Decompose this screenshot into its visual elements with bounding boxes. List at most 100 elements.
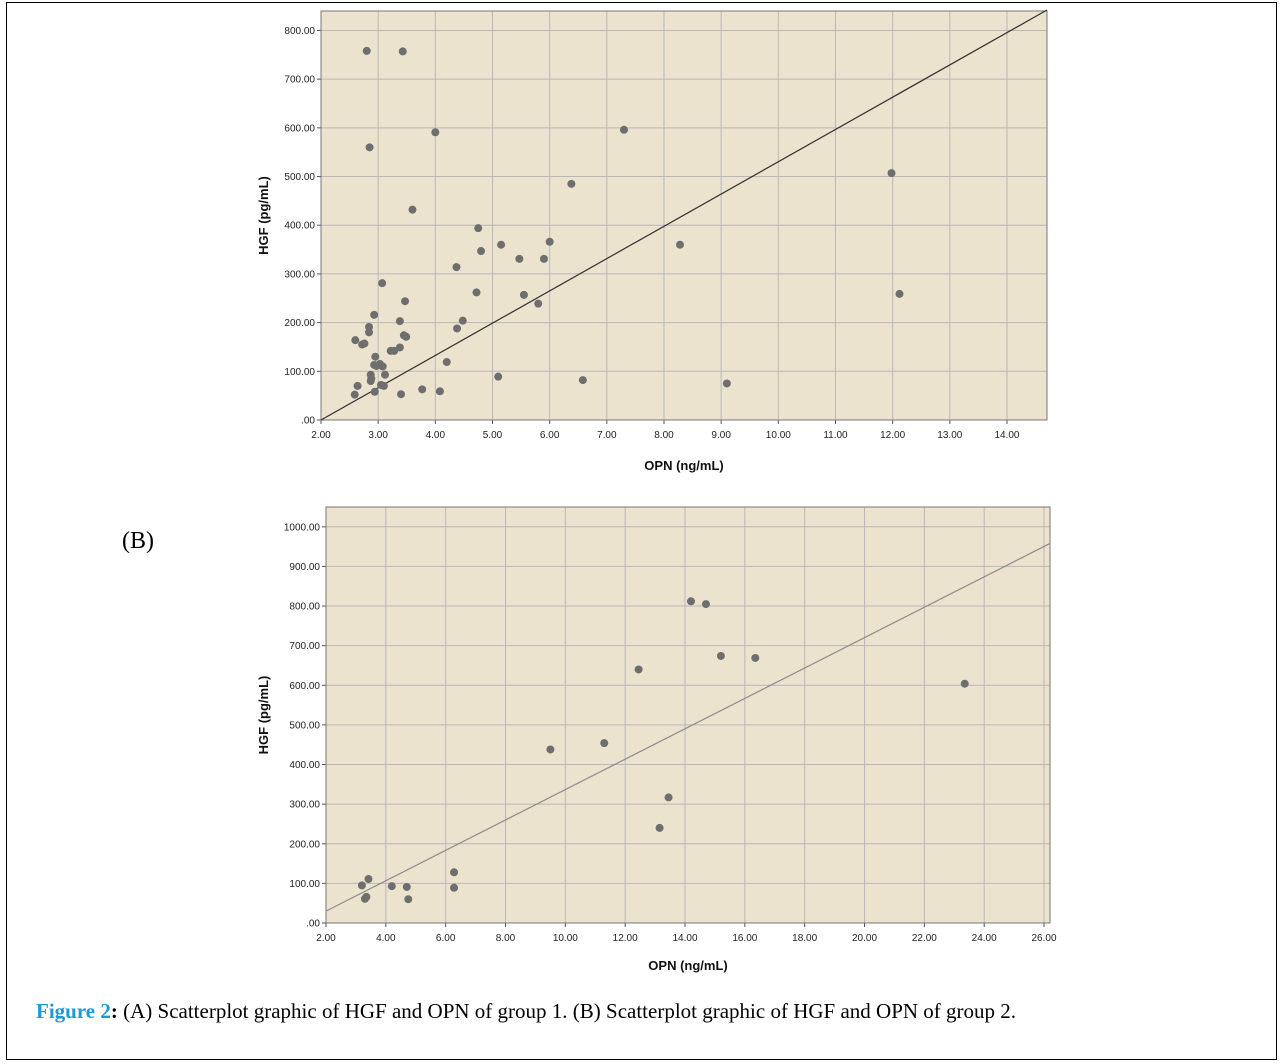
y-tick-label: 200.00 [284,318,315,329]
data-point [351,336,360,345]
data-point [397,390,406,399]
data-point [360,339,369,348]
y-tick-label: 800.00 [284,26,315,37]
plot-border [320,10,1048,421]
data-point [387,882,396,891]
y-tick-label: 900.00 [289,562,320,573]
data-point [450,868,459,877]
data-point [519,290,528,299]
y-tick-label: 100.00 [289,879,320,890]
caption-text: (A) Scatterplot graphic of HGF and OPN o… [117,999,1017,1023]
y-tick-label: 800.00 [289,602,320,613]
data-point [370,387,379,396]
data-point [450,883,459,892]
x-tick-label: 20.00 [852,933,877,944]
data-point [960,679,969,688]
y-tick-label: 300.00 [284,269,315,280]
caption-figure-label: Figure 2 [36,999,111,1023]
data-point [895,289,904,298]
x-tick-label: 5.00 [483,430,503,441]
x-tick-label: 6.00 [540,430,560,441]
y-tick-label: 500.00 [284,172,315,183]
data-point [362,46,371,55]
figure-canvas: 2.00 3.00 4.00 5.00 6.00 7.00 8.00 9.00 10.00 11.… [256,9,1057,973]
data-point [534,299,543,308]
data-point [357,881,366,890]
data-point [655,823,664,832]
data-point [350,390,359,399]
data-point [497,240,506,249]
y-tick-label: 600.00 [284,123,315,134]
y-tick-label: 100.00 [284,367,315,378]
data-point [435,387,444,396]
data-point [404,895,413,904]
x-tick-label: 16.00 [732,933,757,944]
x-tick-label: 12.00 [880,430,905,441]
x-tick-label: 24.00 [972,933,997,944]
x-tick-label: 4.00 [376,933,396,944]
data-point [366,377,375,386]
x-axis-label: OPN (ng/mL) [644,458,723,473]
data-point [539,254,548,263]
data-point [398,47,407,56]
x-tick-label: 3.00 [368,430,388,441]
data-point [452,263,461,272]
data-point [515,254,524,263]
data-point [545,237,554,246]
x-tick-label: 8.00 [496,933,516,944]
data-point [371,352,380,361]
fit-line [320,9,1048,421]
scatterplot-b: 2.00 4.00 6.00 8.00 10.00 12.00 14.00 16.00 18.0… [256,506,1057,973]
fit-line [325,542,1051,912]
data-point [370,310,379,319]
data-point [472,288,481,297]
data-point [474,224,483,233]
plot-border [325,506,1051,924]
panel-b-label: (B) [122,528,154,554]
y-tick-label: 500.00 [289,720,320,731]
x-tick-label: 12.00 [613,933,638,944]
data-point [675,240,684,249]
y-tick-label: 400.00 [284,221,315,232]
y-tick-label: 400.00 [289,760,320,771]
y-tick-label: .00 [301,416,315,427]
x-tick-label: 18.00 [792,933,817,944]
data-point [364,875,373,884]
data-point [600,739,609,748]
data-point [365,328,374,337]
x-tick-label: 14.00 [994,430,1019,441]
data-point [686,597,695,606]
data-point [402,332,411,341]
data-point [722,379,731,388]
data-point [887,169,896,178]
y-tick-label: 300.00 [289,800,320,811]
y-tick-label: 1000.00 [284,522,321,533]
x-axis-label: OPN (ng/mL) [648,958,727,973]
data-point [458,316,467,325]
y-axis-label: HGF (pg/mL) [256,676,271,755]
x-tick-label: 6.00 [436,933,456,944]
x-tick-label: 10.00 [553,933,578,944]
y-tick-label: .00 [306,919,320,930]
data-point [418,385,427,394]
data-point [664,793,673,802]
data-point [477,247,486,256]
data-point [390,346,399,355]
figure-caption: Figure 2: (A) Scatterplot graphic of HGF… [36,999,1016,1024]
data-point [619,125,628,134]
x-tick-label: 14.00 [672,933,697,944]
y-tick-label: 700.00 [289,641,320,652]
data-point [453,324,462,333]
data-point [372,361,381,370]
data-point [578,376,587,385]
data-point [546,745,555,754]
caption-colon: : [110,999,118,1023]
x-tick-label: 11.00 [823,430,848,441]
y-axis-label: HGF (pg/mL) [256,176,271,255]
x-tick-label: 2.00 [311,430,331,441]
y-tick-label: 700.00 [284,75,315,86]
data-point [567,179,576,188]
data-point [360,894,369,903]
x-tick-label: 22.00 [912,933,937,944]
scatterplot-a: 2.00 3.00 4.00 5.00 6.00 7.00 8.00 9.00 10.00 11.… [256,9,1048,473]
